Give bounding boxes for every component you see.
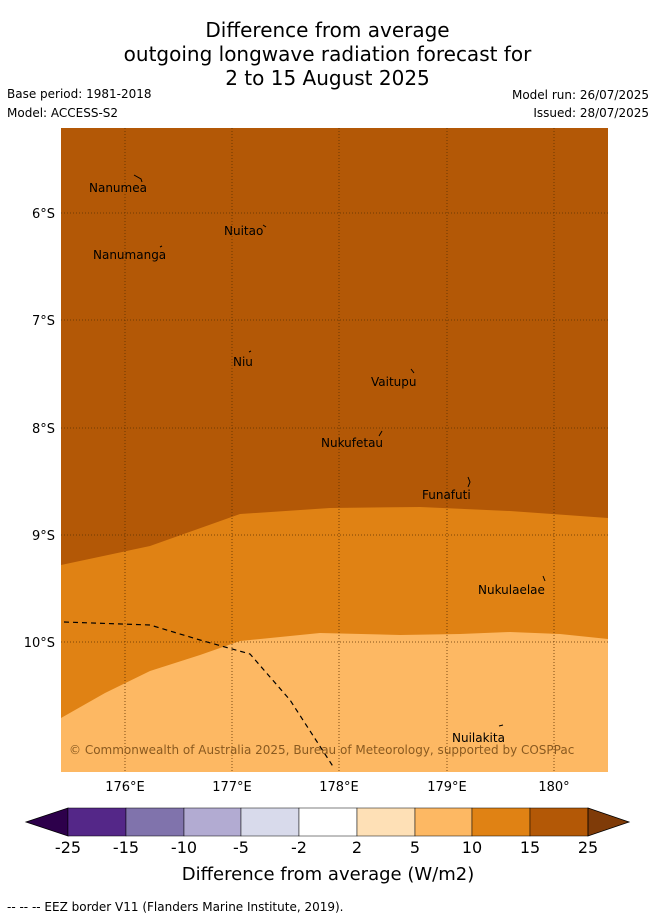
colorbar-tick: 25 <box>578 838 598 857</box>
colorbar-tick: -10 <box>171 838 197 857</box>
colorbar-tick: -15 <box>113 838 139 857</box>
place-label-vaitupu: Vaitupu <box>371 375 417 389</box>
lon-label-178e: 178°E <box>319 780 359 795</box>
colorbar-segment-4 <box>240 807 300 837</box>
title-line-2: outgoing longwave radiation forecast for <box>123 42 532 66</box>
lat-label-8s: 8°S <box>32 422 55 437</box>
colorbar-over-arrow <box>587 807 631 837</box>
map-panel: Nanumea Nuitao Nanumanga Niu Vaitupu Nuk… <box>61 128 608 772</box>
place-label-nuilakita: Nuilakita <box>452 731 505 745</box>
colorbar: -25 -15 -10 -5 -2 2 5 10 15 25 Differenc… <box>24 807 631 885</box>
island-nanumanga-shape <box>159 245 163 248</box>
lat-label-9s: 9°S <box>32 529 55 544</box>
island-nanumea-shape <box>133 174 143 183</box>
island-shapes <box>133 174 546 727</box>
issued-date: Issued: 28/07/2025 <box>533 106 649 120</box>
island-nukufetau-shape <box>378 430 383 437</box>
island-vaitupu-shape <box>410 368 415 374</box>
colorbar-tick: -2 <box>291 838 307 857</box>
place-label-nukulaelae: Nukulaelae <box>478 583 545 597</box>
colorbar-segment-5 <box>298 807 358 837</box>
colorbar-label: Difference from average (W/m2) <box>182 864 474 885</box>
place-label-nuitao: Nuitao <box>224 224 263 238</box>
longitude-labels: 176°E 177°E 178°E 179°E 180° <box>105 780 569 795</box>
eez-border <box>63 621 335 769</box>
copyright-notice: © Commonwealth of Australia 2025, Bureau… <box>69 743 574 757</box>
colorbar-segment-8 <box>471 807 531 837</box>
colorbar-segment-2 <box>125 807 185 837</box>
colorbar-segment-7 <box>414 807 473 837</box>
island-nuilakita-shape <box>498 724 504 727</box>
colorbar-tick: 15 <box>520 838 540 857</box>
colorbar-segment-6 <box>356 807 416 837</box>
title-line-3: 2 to 15 August 2025 <box>225 66 430 90</box>
lat-label-10s: 10°S <box>24 636 55 651</box>
island-niu-shape <box>248 350 252 353</box>
lon-label-180: 180° <box>538 780 569 795</box>
lat-label-6s: 6°S <box>32 207 55 222</box>
place-label-funafuti: Funafuti <box>422 488 471 502</box>
island-nuitao-shape <box>262 224 267 228</box>
base-period: Base period: 1981-2018 <box>7 87 152 101</box>
place-label-nukufetau: Nukufetau <box>321 436 383 450</box>
colorbar-tick: 10 <box>462 838 482 857</box>
colorbar-tick: 5 <box>410 838 420 857</box>
colorbar-ticks: -25 -15 -10 -5 -2 2 5 10 15 25 <box>55 838 598 857</box>
lon-label-176e: 176°E <box>105 780 145 795</box>
colorbar-segment-3 <box>183 807 242 837</box>
place-label-nanumanga: Nanumanga <box>93 248 166 262</box>
lon-label-177e: 177°E <box>212 780 252 795</box>
colorbar-tick: -25 <box>55 838 81 857</box>
graticule <box>61 128 608 772</box>
colorbar-under-arrow <box>24 807 69 837</box>
island-funafuti-shape <box>467 476 471 488</box>
latitude-labels: 6°S 7°S 8°S 9°S 10°S <box>24 207 55 651</box>
colorbar-tick: -5 <box>233 838 249 857</box>
eez-legend-note: -- -- -- EEZ border V11 (Flanders Marine… <box>7 900 344 914</box>
lon-label-179e: 179°E <box>427 780 467 795</box>
colorbar-tick: 2 <box>352 838 362 857</box>
model-name: Model: ACCESS-S2 <box>7 106 119 120</box>
place-label-nanumea: Nanumea <box>89 181 147 195</box>
place-labels: Nanumea Nuitao Nanumanga Niu Vaitupu Nuk… <box>89 181 545 745</box>
model-run: Model run: 26/07/2025 <box>511 88 649 102</box>
colorbar-segment-1 <box>67 807 127 837</box>
lat-label-7s: 7°S <box>32 314 55 329</box>
place-label-niu: Niu <box>233 355 253 369</box>
title-line-1: Difference from average <box>205 18 450 42</box>
colorbar-segment-9 <box>529 807 589 837</box>
region-low-anomaly <box>61 632 608 772</box>
island-nukulaelae-shape <box>542 575 546 582</box>
